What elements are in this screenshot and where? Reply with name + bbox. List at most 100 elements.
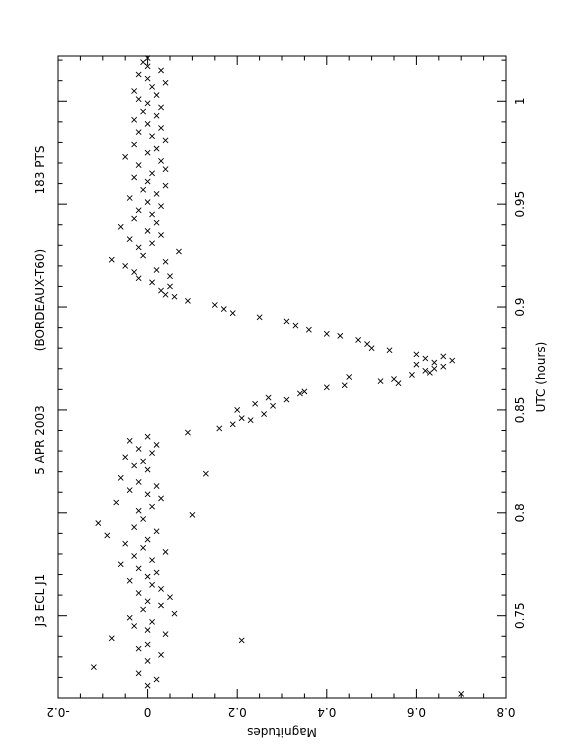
data-point: [144, 536, 151, 543]
data-point: [252, 400, 259, 407]
data-point: [265, 394, 272, 401]
data-points: [90, 55, 465, 697]
data-point: [149, 279, 155, 286]
data-point: [422, 367, 429, 374]
data-point: [153, 528, 160, 535]
y-tick-label: 0.2: [228, 705, 247, 719]
data-point: [135, 71, 142, 78]
data-point: [149, 240, 155, 247]
y-tick-label: -0.2: [46, 705, 69, 719]
data-point: [158, 232, 164, 238]
data-point: [144, 682, 151, 689]
data-point: [144, 598, 151, 605]
data-point: [162, 258, 169, 265]
data-point: [189, 511, 196, 518]
data-point: [158, 495, 164, 502]
data-point: [140, 516, 147, 522]
data-point: [131, 174, 138, 181]
data-point: [131, 462, 138, 469]
data-point: [431, 359, 438, 366]
data-point: [144, 100, 151, 107]
data-point: [135, 590, 142, 596]
data-point: [283, 396, 290, 403]
data-point: [140, 544, 147, 551]
data-point: [158, 602, 164, 609]
y-tick-label: 0.6: [407, 705, 426, 719]
data-point: [95, 520, 102, 527]
data-point: [153, 219, 160, 226]
data-point: [144, 641, 151, 648]
data-point: [108, 256, 115, 263]
data-point: [162, 548, 169, 555]
data-point: [323, 384, 330, 391]
data-point: [440, 363, 447, 370]
data-point: [144, 178, 151, 185]
plot-frame: [57, 55, 507, 699]
data-point: [144, 227, 151, 234]
data-point: [149, 211, 155, 218]
x-tick-label: 0.9: [513, 297, 527, 316]
data-point: [131, 141, 138, 148]
data-point: [283, 318, 290, 325]
data-point: [305, 326, 312, 333]
y-tick-label: 0: [144, 705, 152, 719]
data-point: [149, 83, 155, 90]
data-point: [144, 149, 151, 156]
data-point: [422, 355, 429, 362]
data-point: [185, 297, 191, 304]
data-point: [158, 158, 164, 164]
data-point: [341, 382, 348, 389]
data-point: [135, 565, 142, 572]
y-axis-label: Magnitudes: [247, 725, 317, 739]
data-point: [301, 388, 308, 395]
data-point: [144, 199, 151, 206]
data-point: [391, 376, 397, 382]
data-point: [346, 374, 353, 380]
data-point: [323, 330, 330, 337]
data-point: [144, 658, 151, 664]
data-point: [229, 310, 236, 317]
data-point: [131, 116, 138, 123]
data-point: [122, 262, 129, 269]
data-point: [135, 670, 142, 677]
data-point: [297, 390, 303, 397]
data-point: [270, 402, 276, 409]
data-point: [140, 458, 147, 465]
data-point: [153, 92, 160, 99]
data-point: [140, 606, 147, 613]
x-tick-label: 0.85: [513, 397, 527, 424]
data-point: [167, 594, 173, 601]
data-point: [135, 275, 142, 282]
data-point: [158, 104, 164, 111]
data-point: [153, 145, 160, 152]
data-point: [158, 586, 164, 592]
data-point: [229, 421, 236, 428]
data-point: [126, 195, 133, 201]
y-tick-label: 0.8: [496, 705, 515, 719]
data-point: [122, 153, 129, 160]
data-point: [202, 470, 209, 477]
data-point: [131, 623, 138, 629]
data-point: [162, 631, 169, 638]
data-point: [238, 415, 245, 422]
data-point: [431, 365, 438, 372]
data-point: [185, 429, 191, 436]
data-point: [153, 190, 160, 197]
data-point: [449, 357, 456, 364]
y-tick-label: 0.4: [317, 705, 336, 719]
data-point: [108, 635, 115, 642]
data-point: [104, 532, 111, 539]
x-axis-label: UTC (hours): [534, 342, 548, 413]
x-tick-label: 0.8: [513, 503, 527, 522]
data-point: [140, 186, 147, 193]
data-point: [122, 454, 129, 461]
data-point: [126, 577, 133, 584]
data-point: [158, 203, 164, 210]
data-point: [140, 108, 147, 115]
data-point: [131, 524, 138, 531]
data-point: [126, 236, 133, 243]
data-point: [135, 96, 142, 103]
data-point: [126, 614, 133, 621]
data-point: [149, 618, 155, 625]
